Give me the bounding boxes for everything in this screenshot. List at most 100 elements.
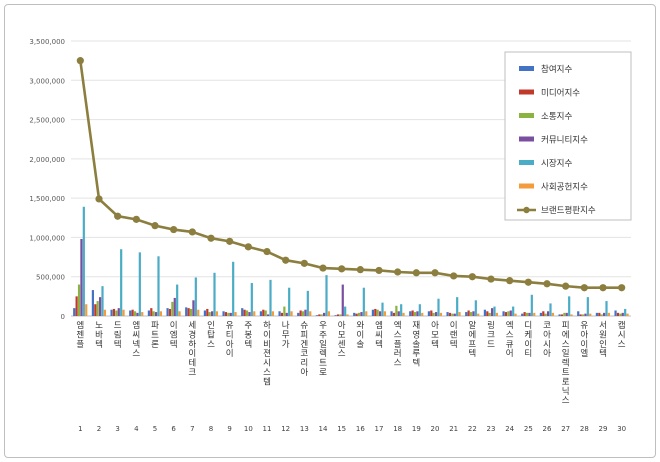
rank-label: 26	[543, 425, 552, 433]
bar	[353, 312, 356, 316]
line-point	[263, 247, 271, 256]
chart-frame: 0 500,000 1,000,000 1,500,000 2,000,000 2,500…	[4, 4, 656, 458]
legend-swatch	[519, 89, 534, 95]
bar	[301, 311, 305, 316]
rank-label: 11	[263, 425, 272, 433]
bar	[448, 312, 452, 316]
line-point	[132, 215, 140, 223]
bar	[619, 313, 622, 316]
bar	[241, 308, 244, 316]
bar	[362, 287, 365, 316]
bar	[472, 311, 475, 316]
bar	[232, 261, 235, 316]
bar	[560, 314, 564, 316]
bar	[397, 311, 400, 316]
bar	[96, 301, 99, 316]
bar	[243, 309, 246, 316]
bar	[374, 308, 377, 316]
bar	[325, 275, 328, 316]
y-tick-label: 1,000,000	[29, 234, 65, 242]
bar	[101, 286, 104, 316]
legend-marker	[523, 206, 530, 214]
bar	[297, 312, 300, 316]
bar	[360, 312, 363, 316]
line-point	[207, 234, 215, 242]
bar	[91, 290, 94, 316]
bar	[80, 239, 83, 316]
bar	[523, 312, 526, 316]
bar	[211, 311, 214, 316]
bar	[262, 309, 265, 316]
bar	[187, 308, 190, 316]
rank-label: 27	[561, 425, 570, 433]
bar	[94, 304, 97, 316]
bar	[168, 308, 172, 316]
bar	[504, 312, 508, 316]
bar	[483, 309, 486, 316]
bar	[607, 312, 610, 316]
bar	[589, 313, 592, 316]
line-point	[543, 280, 551, 288]
bar	[365, 311, 368, 316]
bar	[435, 312, 438, 316]
bar	[624, 308, 627, 316]
bar	[192, 300, 195, 316]
rank-label: 14	[319, 425, 328, 433]
bar	[339, 314, 342, 316]
bar	[173, 297, 176, 316]
rank-label: 6	[171, 425, 176, 433]
bar	[495, 312, 498, 316]
bar	[558, 314, 561, 316]
rank-label: 4	[134, 425, 139, 433]
legend-swatch	[519, 113, 534, 118]
bar	[120, 249, 123, 316]
bar	[446, 312, 449, 316]
bar	[488, 312, 491, 316]
line-point	[487, 275, 495, 283]
y-tick-label: 0	[61, 313, 65, 321]
bar	[430, 310, 433, 316]
bar	[245, 310, 249, 316]
bar	[502, 311, 505, 316]
bar	[327, 311, 330, 316]
bar	[147, 310, 150, 316]
rank-label: 15	[337, 425, 346, 433]
bar	[603, 312, 606, 316]
bar	[453, 313, 456, 316]
bar	[395, 305, 398, 316]
bar	[533, 312, 536, 316]
legend-label: 소통지수	[541, 112, 572, 122]
bar	[171, 301, 174, 316]
line-point	[300, 259, 308, 267]
y-tick-label: 2,500,000	[29, 117, 65, 125]
rank-label: 20	[431, 425, 440, 433]
bar	[390, 311, 393, 316]
line-point	[76, 57, 84, 65]
bar	[579, 314, 582, 316]
bar	[206, 308, 209, 316]
bar	[318, 314, 321, 316]
rank-label: 13	[300, 425, 309, 433]
bar	[150, 308, 153, 316]
bar	[306, 290, 309, 316]
rank-label: 10	[244, 425, 253, 433]
y-tick-label: 3,500,000	[29, 38, 65, 46]
line-point	[412, 269, 420, 277]
bar	[530, 294, 533, 316]
legend-label: 미디어지수	[541, 88, 580, 99]
bar	[432, 312, 435, 316]
line-point	[524, 278, 532, 286]
bar	[542, 311, 545, 316]
bar	[299, 310, 302, 316]
bar	[77, 284, 81, 316]
